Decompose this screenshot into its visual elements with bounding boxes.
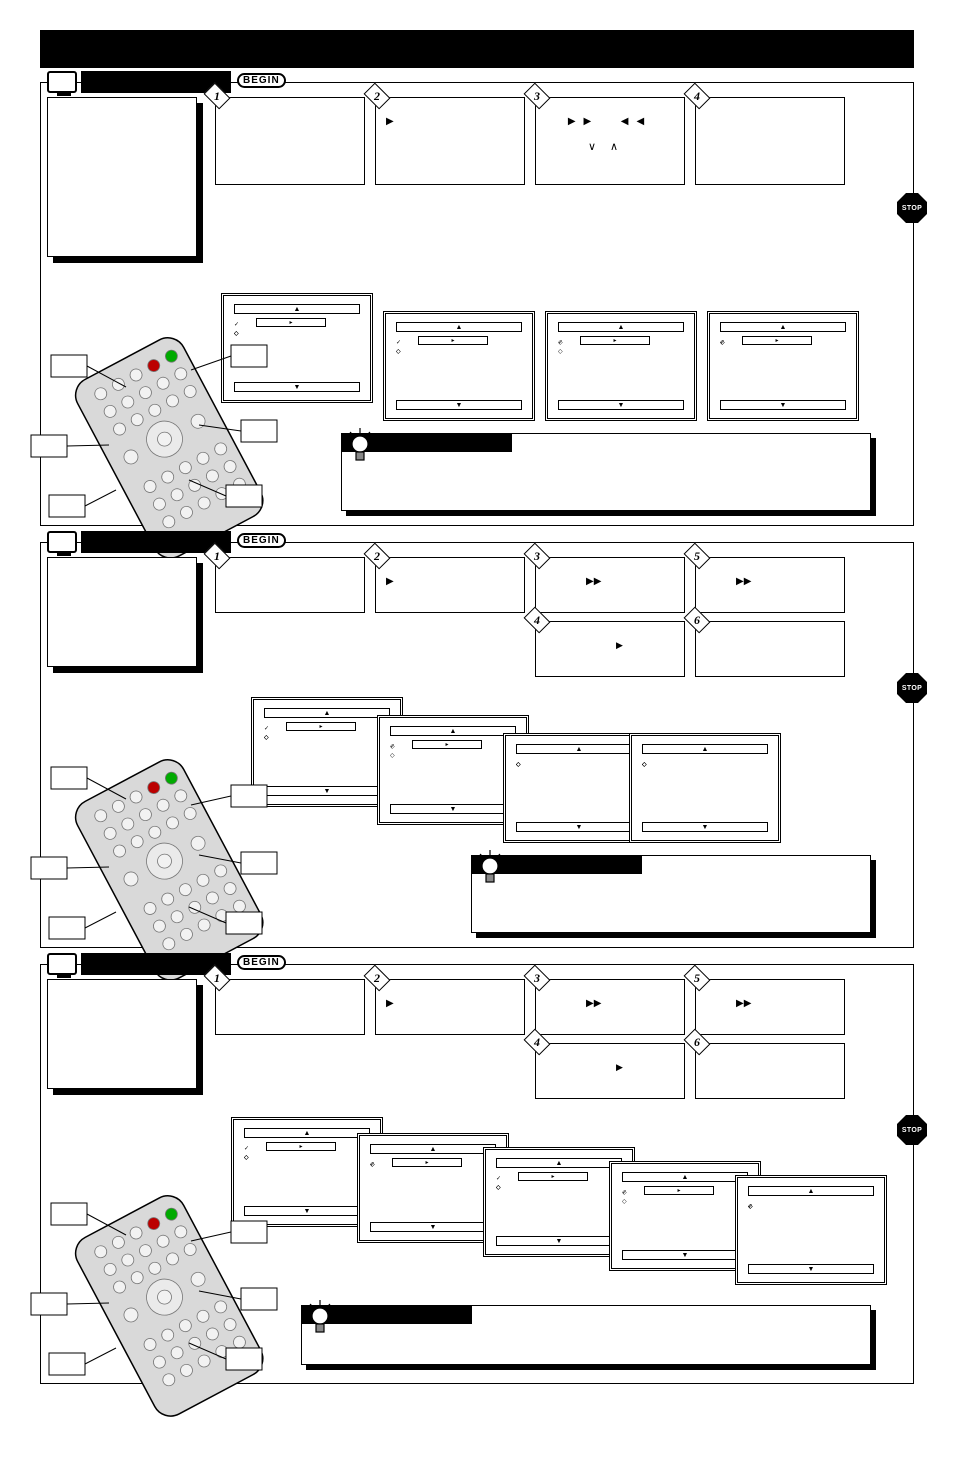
play-icon: ▶ xyxy=(616,1062,623,1073)
step-2-5: 5▶▶ xyxy=(695,557,845,613)
step-2-4: 4▶ xyxy=(535,621,685,677)
section-3-row: 1 2▶ 3▶▶ 4▶ 5▶▶ 6 xyxy=(51,979,903,1099)
step-2-2: 2▶ xyxy=(375,557,525,613)
intro-box-1 xyxy=(47,97,197,257)
tvscreen-1-1: ▲ ▸ ▼ xyxy=(221,293,373,403)
begin-badge: BEGIN xyxy=(237,955,286,970)
tvscreen-1-3: ▲ ▸ ▼ xyxy=(545,311,697,421)
intro-box-2 xyxy=(47,557,197,667)
section-3: BEGIN STOP 1 2▶ 3▶▶ 4▶ 5▶▶ 6 ▲ xyxy=(40,964,914,1384)
step-3-2: 2▶ xyxy=(375,979,525,1035)
step-1-4: 4 xyxy=(695,97,845,185)
tvscreen-1-4: ▲ ▸ ▼ xyxy=(707,311,859,421)
tip-2 xyxy=(471,855,871,933)
step-1-1: 1 xyxy=(215,97,365,185)
step-3-6: 6 xyxy=(695,1043,845,1099)
play-icon: ▶ xyxy=(386,998,394,1009)
step-2-6: 6 xyxy=(695,621,845,677)
tvscreen-3-5: ▲ ▼ xyxy=(735,1175,887,1285)
step-2-1: 1 xyxy=(215,557,365,613)
step-3-1: 1 xyxy=(215,979,365,1035)
step-3-5: 5▶▶ xyxy=(695,979,845,1035)
section-2-header xyxy=(47,531,231,553)
play-icon: ▶ xyxy=(386,576,394,587)
lightbulb-icon xyxy=(346,428,374,469)
tvscreen-2-4: ▲ ▼ xyxy=(629,733,781,843)
ff-icon: ▶▶ xyxy=(586,998,601,1009)
tvscreen-1-2: ▲ ▸ ▼ xyxy=(383,311,535,421)
tv-icon xyxy=(47,531,77,553)
section-3-header xyxy=(47,953,231,975)
stop-badge: STOP xyxy=(897,673,927,703)
tip-3 xyxy=(301,1305,871,1365)
stop-badge: STOP xyxy=(897,1115,927,1145)
lightbulb-icon xyxy=(306,1300,334,1341)
step-1-3: 3 ▶▶ ◀◀ ∨∧ xyxy=(535,97,685,185)
ff-icon: ▶▶ xyxy=(568,116,599,127)
begin-badge: BEGIN xyxy=(237,73,286,88)
page-title-bar xyxy=(40,30,914,68)
up-icon: ∧ xyxy=(610,141,632,153)
page: BEGIN STOP 1 2▶ 3 ▶▶ ◀◀ ∨∧ 4 ▲ ▸ ▼ xyxy=(0,0,954,1430)
ff-icon: ▶▶ xyxy=(586,576,601,587)
steps-2: 1 2▶ 3▶▶ 4▶ 5▶▶ 6 xyxy=(215,557,845,677)
play-icon: ▶ xyxy=(386,116,394,127)
step-3-4: 4▶ xyxy=(535,1043,685,1099)
ff-icon: ▶▶ xyxy=(736,576,751,587)
down-icon: ∨ xyxy=(588,141,610,153)
step-2-3: 3▶▶ xyxy=(535,557,685,613)
section-2-row: 1 2▶ 3▶▶ 4▶ 5▶▶ 6 xyxy=(51,557,903,677)
section-2: BEGIN STOP 1 2▶ 3▶▶ 4▶ 5▶▶ 6 ▲ xyxy=(40,542,914,948)
section-1-header xyxy=(47,71,231,93)
step-3-3: 3▶▶ xyxy=(535,979,685,1035)
rew-icon: ◀◀ xyxy=(621,116,652,127)
play-icon: ▶ xyxy=(616,640,623,651)
section-1: BEGIN STOP 1 2▶ 3 ▶▶ ◀◀ ∨∧ 4 ▲ ▸ ▼ xyxy=(40,82,914,526)
steps-3: 1 2▶ 3▶▶ 4▶ 5▶▶ 6 xyxy=(215,979,845,1099)
steps-1: 1 2▶ 3 ▶▶ ◀◀ ∨∧ 4 xyxy=(215,97,845,185)
tv-icon xyxy=(47,71,77,93)
intro-box-3 xyxy=(47,979,197,1089)
begin-badge: BEGIN xyxy=(237,533,286,548)
tip-1 xyxy=(341,433,871,511)
tv-icon xyxy=(47,953,77,975)
lightbulb-icon xyxy=(476,850,504,891)
tvscreens-2: ▲ ▸ ▼ ▲ ▸ ▼ ▲ ▼ ▲ ▼ xyxy=(251,697,903,843)
tvscreens-1: ▲ ▸ ▼ ▲ ▸ ▼ ▲ ▸ ▼ ▲ ▸ ▼ xyxy=(221,293,903,421)
stop-badge: STOP xyxy=(897,193,927,223)
tvscreens-3: ▲ ▸ ▼ ▲ ▸ ▼ ▲ ▸ ▼ ▲ ▸ ▼ xyxy=(231,1117,903,1285)
section-1-row: 1 2▶ 3 ▶▶ ◀◀ ∨∧ 4 xyxy=(51,97,903,257)
ff-icon: ▶▶ xyxy=(736,998,751,1009)
step-1-2: 2▶ xyxy=(375,97,525,185)
